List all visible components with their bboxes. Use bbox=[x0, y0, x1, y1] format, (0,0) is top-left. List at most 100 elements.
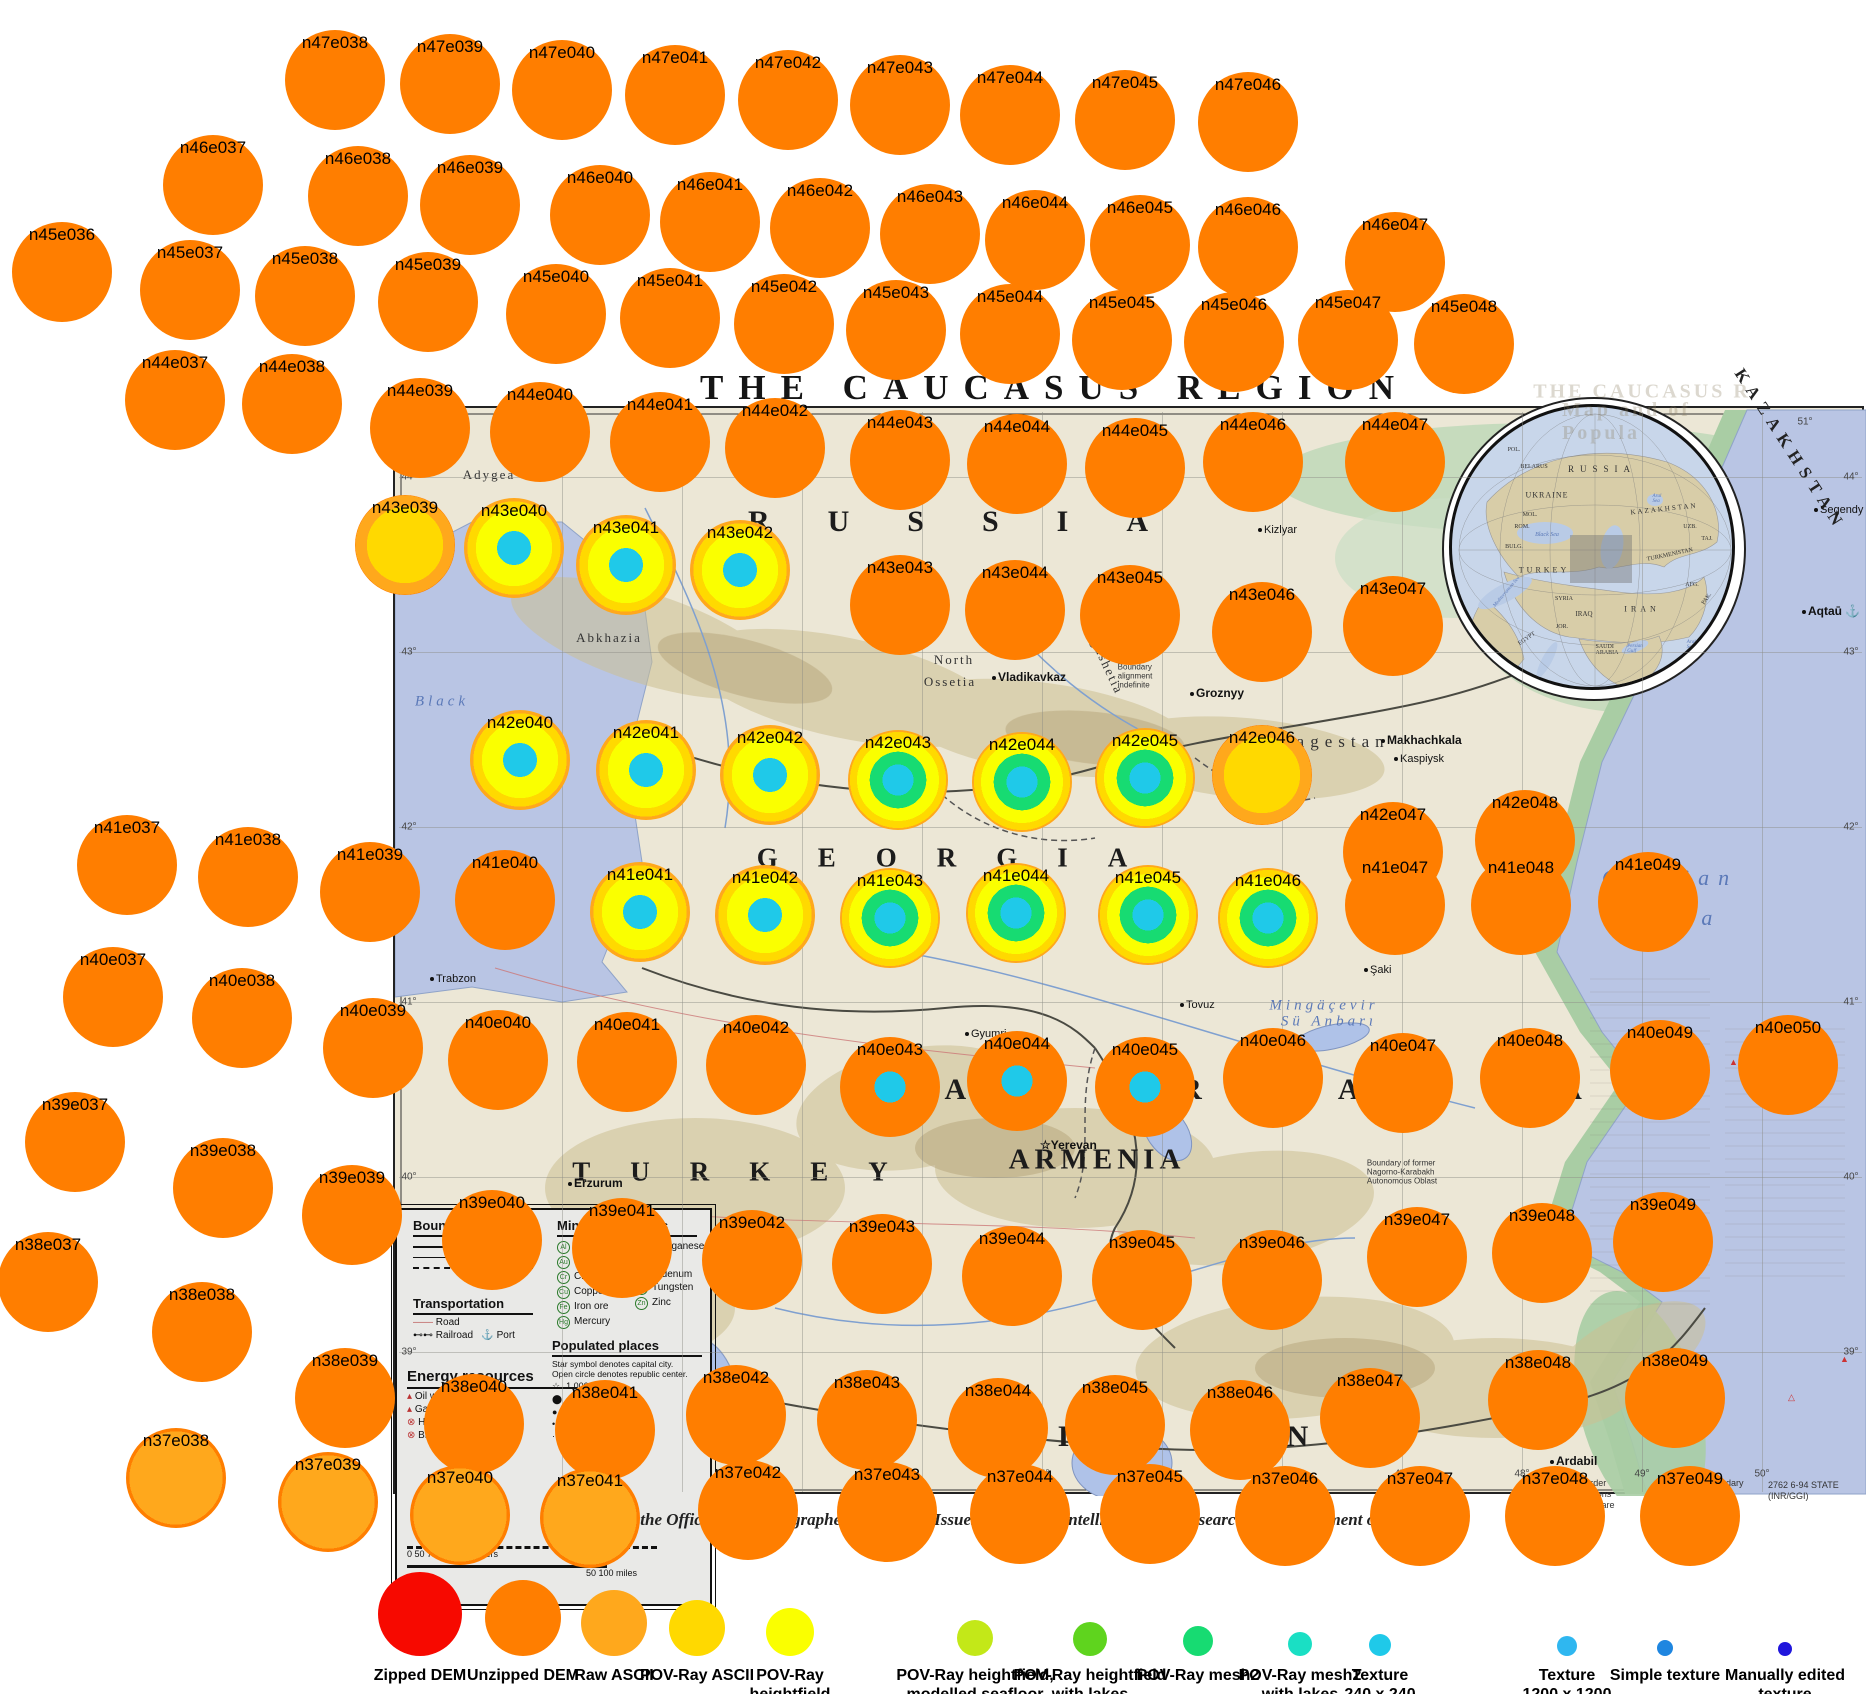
dem-tile-n45e047[interactable] bbox=[1298, 290, 1398, 390]
dem-tile-n39e038[interactable] bbox=[173, 1138, 273, 1238]
dem-tile-n42e040[interactable] bbox=[470, 710, 570, 810]
dem-tile-n44e044[interactable] bbox=[967, 414, 1067, 514]
dem-tile-n40e044[interactable] bbox=[967, 1031, 1067, 1131]
dem-tile-n41e042[interactable] bbox=[715, 865, 815, 965]
dem-tile-n43e040[interactable] bbox=[464, 498, 564, 598]
dem-tile-n46e041[interactable] bbox=[660, 172, 760, 272]
dem-tile-n41e044[interactable] bbox=[966, 863, 1066, 963]
dem-tile-n44e043[interactable] bbox=[850, 410, 950, 510]
dem-tile-n44e039[interactable] bbox=[370, 378, 470, 478]
dem-tile-n37e049[interactable] bbox=[1640, 1466, 1740, 1566]
dem-tile-n39e037[interactable] bbox=[25, 1092, 125, 1192]
dem-tile-n47e045[interactable] bbox=[1075, 70, 1175, 170]
dem-tile-n45e044[interactable] bbox=[960, 284, 1060, 384]
dem-tile-n45e048[interactable] bbox=[1414, 294, 1514, 394]
dem-tile-n40e037[interactable] bbox=[63, 947, 163, 1047]
dem-tile-n47e044[interactable] bbox=[960, 65, 1060, 165]
dem-tile-n44e045[interactable] bbox=[1085, 418, 1185, 518]
dem-tile-n45e045[interactable] bbox=[1072, 290, 1172, 390]
dem-tile-n45e037[interactable] bbox=[140, 240, 240, 340]
dem-tile-n43e043[interactable] bbox=[850, 555, 950, 655]
dem-tile-n41e037[interactable] bbox=[77, 815, 177, 915]
dem-tile-n39e044[interactable] bbox=[962, 1226, 1062, 1326]
dem-tile-n38e046[interactable] bbox=[1190, 1380, 1290, 1480]
dem-tile-n39e043[interactable] bbox=[832, 1214, 932, 1314]
dem-tile-n47e046[interactable] bbox=[1198, 72, 1298, 172]
dem-tile-n43e047[interactable] bbox=[1343, 576, 1443, 676]
dem-tile-n46e045[interactable] bbox=[1090, 195, 1190, 295]
dem-tile-n47e041[interactable] bbox=[625, 45, 725, 145]
dem-tile-n45e042[interactable] bbox=[734, 274, 834, 374]
dem-tile-n44e040[interactable] bbox=[490, 382, 590, 482]
dem-tile-n37e039[interactable] bbox=[278, 1452, 378, 1552]
dem-tile-n44e042[interactable] bbox=[725, 398, 825, 498]
dem-tile-n37e048[interactable] bbox=[1505, 1466, 1605, 1566]
dem-tile-n39e039[interactable] bbox=[302, 1165, 402, 1265]
dem-tile-n44e038[interactable] bbox=[242, 354, 342, 454]
dem-tile-n46e040[interactable] bbox=[550, 165, 650, 265]
dem-tile-n42e046[interactable] bbox=[1212, 725, 1312, 825]
dem-tile-n41e046[interactable] bbox=[1218, 868, 1318, 968]
dem-tile-n37e043[interactable] bbox=[837, 1462, 937, 1562]
dem-tile-n44e046[interactable] bbox=[1203, 412, 1303, 512]
dem-tile-n40e046[interactable] bbox=[1223, 1028, 1323, 1128]
dem-tile-n40e048[interactable] bbox=[1480, 1028, 1580, 1128]
dem-tile-n41e043[interactable] bbox=[840, 868, 940, 968]
dem-tile-n38e039[interactable] bbox=[295, 1348, 395, 1448]
dem-tile-n39e045[interactable] bbox=[1092, 1230, 1192, 1330]
dem-tile-n45e036[interactable] bbox=[12, 222, 112, 322]
dem-tile-n40e042[interactable] bbox=[706, 1015, 806, 1115]
dem-tile-n39e048[interactable] bbox=[1492, 1203, 1592, 1303]
dem-tile-n43e044[interactable] bbox=[965, 560, 1065, 660]
dem-tile-n43e045[interactable] bbox=[1080, 565, 1180, 665]
dem-tile-n41e040[interactable] bbox=[455, 850, 555, 950]
dem-tile-n43e041[interactable] bbox=[576, 515, 676, 615]
dem-tile-n45e046[interactable] bbox=[1184, 292, 1284, 392]
dem-tile-n46e037[interactable] bbox=[163, 135, 263, 235]
dem-tile-n41e039[interactable] bbox=[320, 842, 420, 942]
dem-tile-n43e039[interactable] bbox=[355, 495, 455, 595]
dem-tile-n45e043[interactable] bbox=[846, 280, 946, 380]
dem-tile-n37e042[interactable] bbox=[698, 1460, 798, 1560]
dem-tile-n41e045[interactable] bbox=[1098, 865, 1198, 965]
dem-tile-n39e040[interactable] bbox=[442, 1190, 542, 1290]
dem-tile-n46e044[interactable] bbox=[985, 190, 1085, 290]
dem-tile-n40e047[interactable] bbox=[1353, 1033, 1453, 1133]
dem-tile-n39e049[interactable] bbox=[1613, 1192, 1713, 1292]
dem-tile-n37e045[interactable] bbox=[1100, 1464, 1200, 1564]
dem-tile-n37e040[interactable] bbox=[410, 1465, 510, 1565]
dem-tile-n38e049[interactable] bbox=[1625, 1348, 1725, 1448]
dem-tile-n44e041[interactable] bbox=[610, 392, 710, 492]
dem-tile-n40e039[interactable] bbox=[323, 998, 423, 1098]
dem-tile-n37e047[interactable] bbox=[1370, 1466, 1470, 1566]
dem-tile-n39e046[interactable] bbox=[1222, 1230, 1322, 1330]
dem-tile-n46e039[interactable] bbox=[420, 155, 520, 255]
dem-tile-n41e038[interactable] bbox=[198, 827, 298, 927]
dem-tile-n47e038[interactable] bbox=[285, 30, 385, 130]
dem-tile-n40e045[interactable] bbox=[1095, 1037, 1195, 1137]
dem-tile-n47e040[interactable] bbox=[512, 40, 612, 140]
dem-tile-n39e041[interactable] bbox=[572, 1198, 672, 1298]
dem-tile-n44e037[interactable] bbox=[125, 350, 225, 450]
dem-tile-n39e042[interactable] bbox=[702, 1210, 802, 1310]
dem-tile-n46e043[interactable] bbox=[880, 184, 980, 284]
dem-tile-n45e038[interactable] bbox=[255, 246, 355, 346]
dem-tile-n46e038[interactable] bbox=[308, 146, 408, 246]
dem-tile-n41e049[interactable] bbox=[1598, 852, 1698, 952]
dem-tile-n45e040[interactable] bbox=[506, 264, 606, 364]
dem-tile-n40e040[interactable] bbox=[448, 1010, 548, 1110]
dem-tile-n42e041[interactable] bbox=[596, 720, 696, 820]
dem-tile-n42e043[interactable] bbox=[848, 730, 948, 830]
dem-tile-n45e041[interactable] bbox=[620, 268, 720, 368]
dem-tile-n41e048[interactable] bbox=[1471, 855, 1571, 955]
dem-tile-n38e037[interactable] bbox=[0, 1232, 98, 1332]
dem-tile-n47e043[interactable] bbox=[850, 55, 950, 155]
dem-tile-n46e046[interactable] bbox=[1198, 197, 1298, 297]
dem-tile-n40e041[interactable] bbox=[577, 1012, 677, 1112]
dem-tile-n42e045[interactable] bbox=[1095, 728, 1195, 828]
dem-tile-n38e045[interactable] bbox=[1065, 1375, 1165, 1475]
dem-tile-n38e038[interactable] bbox=[152, 1282, 252, 1382]
dem-tile-n40e049[interactable] bbox=[1610, 1020, 1710, 1120]
dem-tile-n38e048[interactable] bbox=[1488, 1350, 1588, 1450]
dem-tile-n42e044[interactable] bbox=[972, 732, 1072, 832]
